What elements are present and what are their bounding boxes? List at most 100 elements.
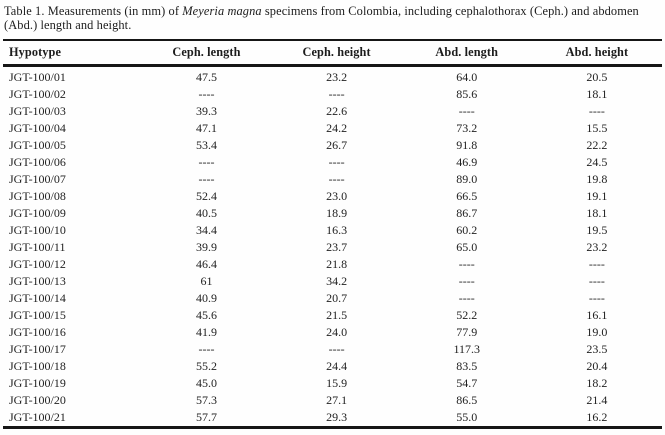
- measurement-cell: 66.5: [456, 189, 478, 203]
- measurement-cell: 20.4: [586, 359, 608, 373]
- measurement-cell: 77.9: [456, 325, 478, 339]
- measurement-cell: 64.0: [456, 70, 478, 84]
- measurement-cell: 15.9: [326, 376, 348, 390]
- measurement-cell: ----: [458, 257, 475, 271]
- measurement-cell: 83.5: [456, 359, 478, 373]
- hypotype-cell: JGT-100/02: [9, 87, 66, 101]
- hypotype-cell: JGT-100/18: [9, 359, 66, 373]
- measurement-cell: 39.3: [195, 104, 217, 118]
- table-row: JGT-100/11 39.9 23.7 65.0 23.2: [3, 239, 662, 256]
- table-row: JGT-100/12 46.4 21.8 ---- ----: [3, 256, 662, 273]
- measurement-cell: 19.1: [586, 189, 608, 203]
- measurement-cell: 29.3: [326, 410, 348, 424]
- table-row: JGT-100/04 47.1 24.2 73.2 15.5: [3, 120, 662, 137]
- measurement-cell: 55.2: [195, 359, 217, 373]
- hypotype-cell: JGT-100/20: [9, 393, 66, 407]
- table-row: JGT-100/14 40.9 20.7 ---- ----: [3, 290, 662, 307]
- measurement-cell: 20.5: [586, 70, 608, 84]
- caption-suffix: specimens from Colombia, including cepha…: [4, 4, 639, 32]
- measurement-cell: ----: [588, 104, 605, 118]
- table-row: JGT-100/08 52.4 23.0 66.5 19.1: [3, 188, 662, 205]
- measurement-cell: 86.7: [456, 206, 478, 220]
- measurements-table: Hypotype Ceph. length Ceph. height Abd. …: [3, 39, 662, 429]
- column-header-ceph-height: Ceph. height: [271, 40, 402, 67]
- measurement-cell: 40.9: [195, 291, 217, 305]
- measurement-cell: ----: [198, 87, 215, 101]
- hypotype-cell: JGT-100/12: [9, 257, 66, 271]
- measurement-cell: 46.9: [456, 155, 478, 169]
- header-row: Hypotype Ceph. length Ceph. height Abd. …: [3, 40, 662, 67]
- measurement-cell: 34.2: [326, 274, 348, 288]
- measurement-cell: 22.2: [586, 138, 608, 152]
- measurement-cell: 22.6: [326, 104, 348, 118]
- measurement-cell: 24.0: [326, 325, 348, 339]
- measurement-cell: 117.3: [453, 342, 480, 356]
- measurement-cell: ----: [328, 172, 345, 186]
- hypotype-cell: JGT-100/03: [9, 104, 66, 118]
- measurement-cell: ----: [458, 274, 475, 288]
- column-header-abd-length: Abd. length: [401, 40, 532, 67]
- measurement-cell: 24.4: [326, 359, 348, 373]
- measurement-cell: ----: [328, 155, 345, 169]
- measurement-cell: 53.4: [195, 138, 217, 152]
- measurement-cell: 18.1: [586, 87, 608, 101]
- measurement-cell: 18.9: [326, 206, 348, 220]
- measurement-cell: 45.0: [195, 376, 217, 390]
- table-row: JGT-100/16 41.9 24.0 77.9 19.0: [3, 324, 662, 341]
- hypotype-cell: JGT-100/07: [9, 172, 66, 186]
- measurement-cell: ----: [458, 291, 475, 305]
- measurement-cell: 57.3: [195, 393, 217, 407]
- table-row: JGT-100/09 40.5 18.9 86.7 18.1: [3, 205, 662, 222]
- hypotype-cell: JGT-100/21: [9, 410, 66, 424]
- column-header-hypotype: Hypotype: [3, 40, 142, 67]
- measurement-cell: 23.2: [586, 240, 608, 254]
- measurement-cell: 34.4: [195, 223, 217, 237]
- measurement-cell: 73.2: [456, 121, 478, 135]
- measurement-cell: ----: [458, 104, 475, 118]
- table-row: JGT-100/15 45.6 21.5 52.2 16.1: [3, 307, 662, 324]
- table-row: JGT-100/18 55.2 24.4 83.5 20.4: [3, 358, 662, 375]
- measurement-cell: 47.1: [195, 121, 217, 135]
- measurement-cell: 18.2: [586, 376, 608, 390]
- hypotype-cell: JGT-100/01: [9, 70, 66, 84]
- hypotype-cell: JGT-100/16: [9, 325, 66, 339]
- table-row: JGT-100/10 34.4 16.3 60.2 19.5: [3, 222, 662, 239]
- measurement-cell: 45.6: [195, 308, 217, 322]
- measurement-cell: 18.1: [586, 206, 608, 220]
- measurement-cell: 16.1: [586, 308, 608, 322]
- measurement-cell: 24.5: [586, 155, 608, 169]
- measurement-cell: 52.4: [195, 189, 217, 203]
- column-header-ceph-length: Ceph. length: [141, 40, 272, 67]
- hypotype-cell: JGT-100/05: [9, 138, 66, 152]
- measurement-cell: 89.0: [456, 172, 478, 186]
- table-row: JGT-100/20 57.3 27.1 86.5 21.4: [3, 392, 662, 409]
- measurement-cell: 52.2: [456, 308, 478, 322]
- hypotype-cell: JGT-100/19: [9, 376, 66, 390]
- table-row: JGT-100/01 47.5 23.2 64.0 20.5: [3, 66, 662, 87]
- table-row: JGT-100/07 ---- ---- 89.0 19.8: [3, 171, 662, 188]
- measurement-cell: 19.8: [586, 172, 608, 186]
- measurement-cell: 23.7: [326, 240, 348, 254]
- hypotype-cell: JGT-100/14: [9, 291, 66, 305]
- hypotype-cell: JGT-100/15: [9, 308, 66, 322]
- measurement-cell: 21.4: [586, 393, 608, 407]
- measurement-cell: 40.5: [195, 206, 217, 220]
- measurement-cell: 47.5: [195, 70, 217, 84]
- measurement-cell: 24.2: [326, 121, 348, 135]
- measurement-cell: 91.8: [456, 138, 478, 152]
- hypotype-cell: JGT-100/04: [9, 121, 66, 135]
- measurement-cell: 15.5: [586, 121, 608, 135]
- hypotype-cell: JGT-100/17: [9, 342, 66, 356]
- hypotype-cell: JGT-100/08: [9, 189, 66, 203]
- measurement-cell: 46.4: [195, 257, 217, 271]
- table-caption: Table 1. Measurements (in mm) of Meyeria…: [4, 4, 662, 32]
- measurement-cell: 27.1: [326, 393, 348, 407]
- measurement-cell: 61: [200, 274, 213, 288]
- measurement-cell: 21.5: [326, 308, 348, 322]
- measurement-cell: 19.5: [586, 223, 608, 237]
- measurement-cell: 41.9: [195, 325, 217, 339]
- hypotype-cell: JGT-100/09: [9, 206, 66, 220]
- measurement-cell: ----: [588, 291, 605, 305]
- measurement-cell: 39.9: [195, 240, 217, 254]
- table-row: JGT-100/03 39.3 22.6 ---- ----: [3, 103, 662, 120]
